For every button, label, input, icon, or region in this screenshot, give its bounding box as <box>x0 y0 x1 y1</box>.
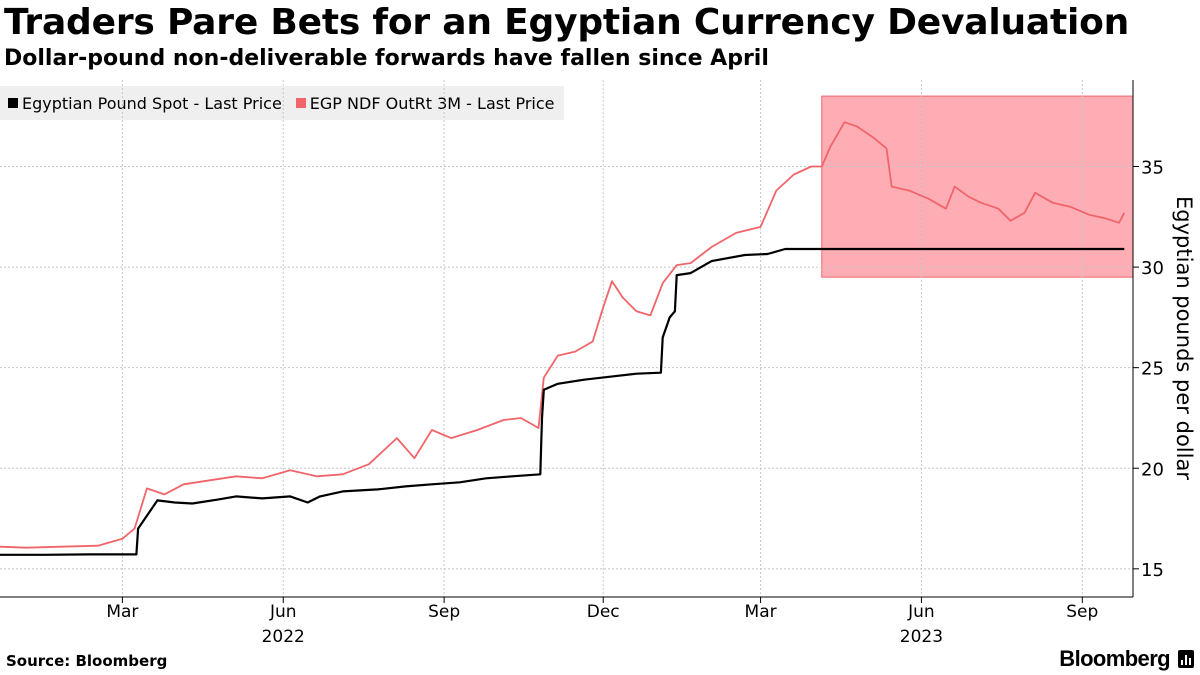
x-tick-label-3: Dec <box>587 602 620 622</box>
chart-legend: Egyptian Pound Spot - Last Price EGP NDF… <box>0 86 565 120</box>
x-tick-label-5: Jun <box>907 602 935 622</box>
x-tick-label-1: Jun <box>269 602 297 622</box>
legend-item-spot: Egyptian Pound Spot - Last Price <box>8 94 282 113</box>
series-line-ndf <box>0 121 1126 549</box>
highlight-region <box>821 95 1134 278</box>
year-label-2023: 2023 <box>900 627 943 647</box>
y-tick-label-35: 35 <box>1141 158 1164 179</box>
chart-subtitle: Dollar-pound non-deliverable forwards ha… <box>4 46 769 71</box>
series-line-spot <box>0 247 1125 556</box>
brand-logo-text: Bloomberg <box>1059 646 1170 671</box>
x-tick-label-2: Sep <box>428 602 460 622</box>
bloomberg-logo-icon <box>1178 650 1194 668</box>
y-tick-label-20: 20 <box>1141 459 1164 480</box>
legend-swatch-spot <box>8 98 18 108</box>
legend-label-ndf: EGP NDF OutRt 3M - Last Price <box>309 93 555 113</box>
chart-title: Traders Pare Bets for an Egyptian Curren… <box>4 2 1130 43</box>
x-tick-label-4: Mar <box>745 602 777 622</box>
y-axis-title: Egyptian pounds per dollar <box>1172 196 1196 480</box>
x-tick-label-0: Mar <box>106 602 138 622</box>
y-tick-label-30: 30 <box>1141 258 1164 279</box>
year-label-2022: 2022 <box>262 627 305 647</box>
y-tick-label-15: 15 <box>1141 560 1164 581</box>
legend-label-spot: Egyptian Pound Spot - Last Price <box>22 93 282 113</box>
legend-item-ndf: EGP NDF OutRt 3M - Last Price <box>295 93 555 113</box>
source-note: Source: Bloomberg <box>6 652 168 670</box>
legend-swatch-ndf <box>295 98 306 108</box>
x-tick-label-6: Sep <box>1066 602 1098 622</box>
y-tick-label-25: 25 <box>1141 359 1164 380</box>
